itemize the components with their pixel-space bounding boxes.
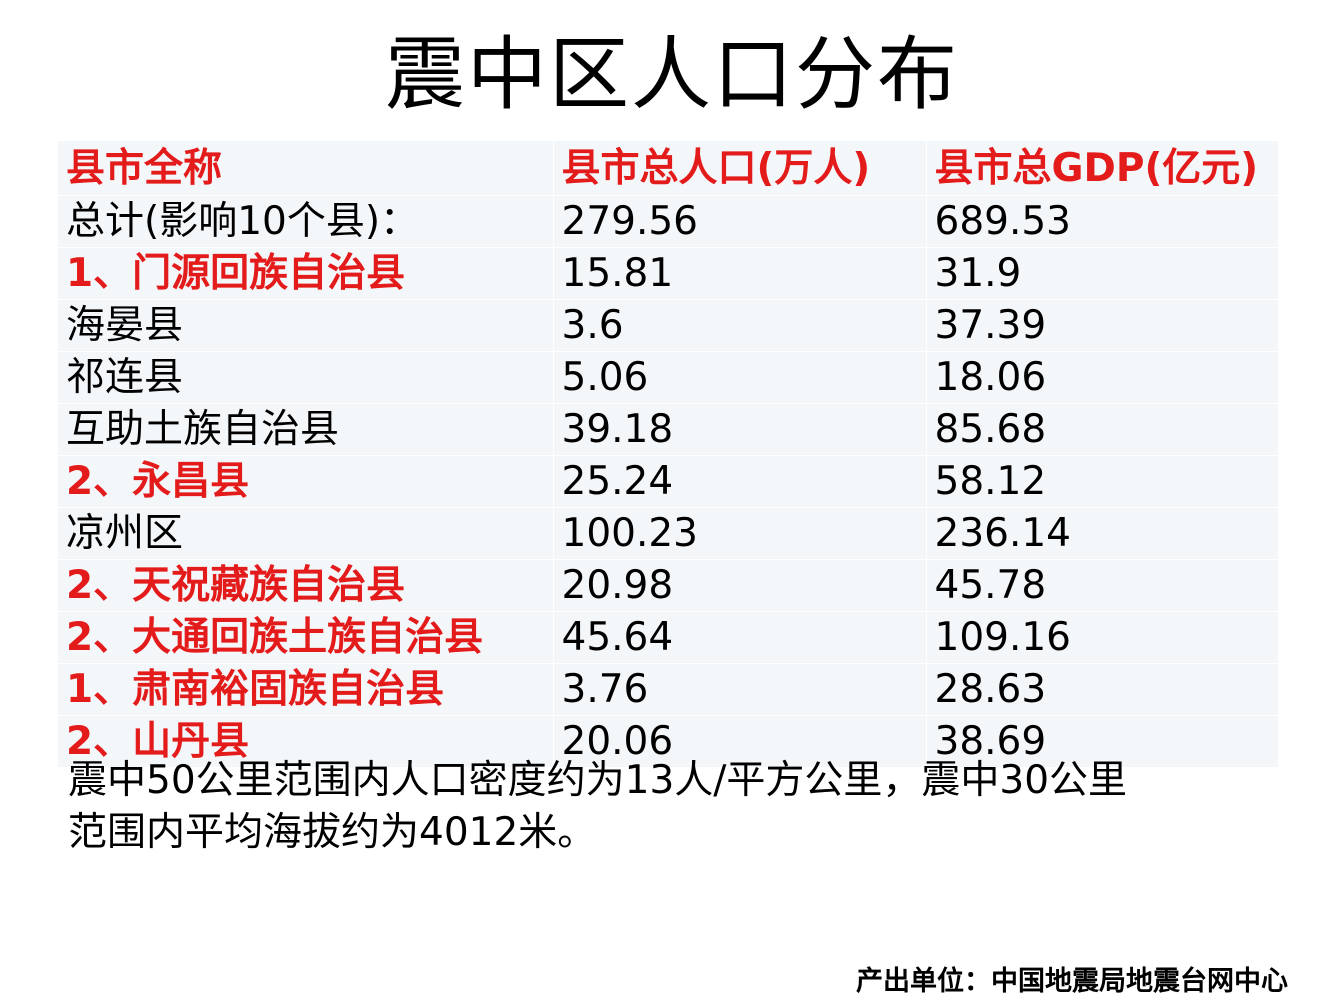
gdp-cell: 689.53	[926, 195, 1279, 248]
population-cell: 20.06	[553, 715, 927, 768]
gdp-cell: 236.14	[926, 507, 1279, 560]
source-credit: 产出单位：中国地震局地震台网中心	[856, 966, 1288, 997]
column-header-county: 县市全称	[58, 141, 554, 196]
note-line-2: 范围内平均海拔约为4012米。	[68, 810, 597, 855]
population-cell: 5.06	[553, 351, 927, 404]
population-cell: 25.24	[553, 455, 927, 508]
population-cell: 20.98	[553, 559, 927, 612]
gdp-cell: 58.12	[926, 455, 1279, 508]
gdp-cell: 37.39	[926, 299, 1279, 352]
gdp-cell: 85.68	[926, 403, 1279, 456]
table-row: 总计(影响10个县)： 279.56 689.53	[58, 195, 1279, 248]
table-row: 祁连县 5.06 18.06	[58, 351, 1279, 404]
county-name-cell: 祁连县	[58, 351, 554, 404]
table-header-row: 县市全称 县市总人口(万人) 县市总GDP(亿元)	[58, 141, 1279, 196]
gdp-cell: 28.63	[926, 663, 1279, 716]
population-cell: 279.56	[553, 195, 927, 248]
note-text: 震中50公里范围内人口密度约为13人/平方公里，震中30公里 范围内平均海拔约为…	[68, 755, 1268, 859]
table-row: 海晏县 3.6 37.39	[58, 299, 1279, 352]
gdp-cell: 31.9	[926, 247, 1279, 300]
gdp-cell: 45.78	[926, 559, 1279, 612]
county-name-cell: 总计(影响10个县)：	[58, 195, 554, 248]
note-line-1: 震中50公里范围内人口密度约为13人/平方公里，震中30公里	[68, 758, 1128, 803]
population-cell: 45.64	[553, 611, 927, 664]
gdp-cell: 109.16	[926, 611, 1279, 664]
county-name-cell: 互助土族自治县	[58, 403, 554, 456]
county-name-cell: 1、肃南裕固族自治县	[58, 663, 554, 716]
county-name-cell: 凉州区	[58, 507, 554, 560]
gdp-cell: 38.69	[926, 715, 1279, 768]
population-cell: 100.23	[553, 507, 927, 560]
county-name-cell: 2、大通回族土族自治县	[58, 611, 554, 664]
table-row: 2、大通回族土族自治县 45.64 109.16	[58, 611, 1279, 664]
population-cell: 39.18	[553, 403, 927, 456]
column-header-population: 县市总人口(万人)	[553, 141, 927, 196]
table-row: 2、永昌县 25.24 58.12	[58, 455, 1279, 508]
table-row: 1、门源回族自治县 15.81 31.9	[58, 247, 1279, 300]
column-header-gdp: 县市总GDP(亿元)	[926, 141, 1279, 196]
gdp-cell: 18.06	[926, 351, 1279, 404]
county-name-cell: 2、天祝藏族自治县	[58, 559, 554, 612]
population-table: 县市全称 县市总人口(万人) 县市总GDP(亿元) 总计(影响10个县)： 279…	[58, 141, 1279, 768]
population-cell: 15.81	[553, 247, 927, 300]
table-row: 互助土族自治县 39.18 85.68	[58, 403, 1279, 456]
table-row: 1、肃南裕固族自治县 3.76 28.63	[58, 663, 1279, 716]
population-table-container: 县市全称 县市总人口(万人) 县市总GDP(亿元) 总计(影响10个县)： 279…	[58, 141, 1279, 768]
table-row: 2、天祝藏族自治县 20.98 45.78	[58, 559, 1279, 612]
county-name-cell: 海晏县	[58, 299, 554, 352]
table-row: 2、山丹县 20.06 38.69	[58, 715, 1279, 768]
table-row: 凉州区 100.23 236.14	[58, 507, 1279, 560]
county-name-cell: 2、永昌县	[58, 455, 554, 508]
county-name-cell: 1、门源回族自治县	[58, 247, 554, 300]
county-name-cell: 2、山丹县	[58, 715, 554, 768]
page-title: 震中区人口分布	[385, 28, 959, 121]
population-cell: 3.6	[553, 299, 927, 352]
population-cell: 3.76	[553, 663, 927, 716]
